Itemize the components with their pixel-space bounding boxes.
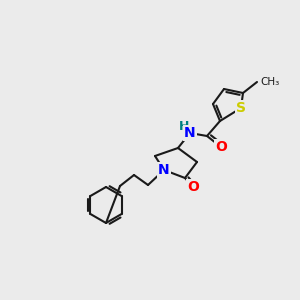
Text: N: N <box>158 163 170 177</box>
Text: O: O <box>187 180 199 194</box>
Text: H: H <box>179 119 189 133</box>
Text: S: S <box>236 101 246 115</box>
Text: O: O <box>215 140 227 154</box>
Text: CH₃: CH₃ <box>260 77 279 87</box>
Text: N: N <box>184 126 196 140</box>
